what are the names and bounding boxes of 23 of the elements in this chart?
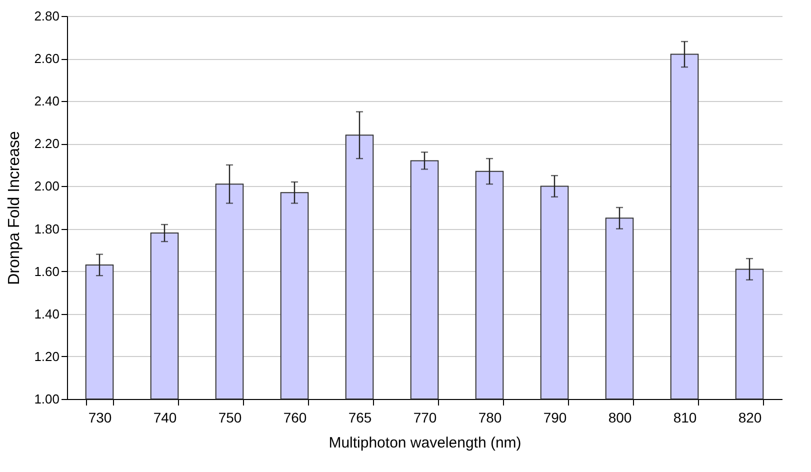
x-tick-label: 760 [283,410,307,426]
x-tick-label: 810 [673,410,697,426]
y-tick-label: 1.40 [34,306,60,322]
y-tick-label: 2.60 [34,51,60,66]
y-tick-label: 2.80 [34,8,60,24]
x-tick-label: 820 [738,410,762,426]
x-tick-label: 780 [478,410,502,426]
y-tick-label: 1.80 [34,221,60,236]
y-tick-label: 2.20 [34,136,60,152]
x-tick-label: 800 [608,410,632,426]
y-tick-label: 2.00 [34,178,60,194]
y-tick-label: 1.20 [34,348,60,364]
x-axis-title: Multiphoton wavelength (nm) [328,434,522,452]
y-tick-label: 1.00 [34,392,60,406]
x-tick-label: 730 [88,410,112,426]
x-tick-label: 750 [218,410,242,426]
y-axis-title: Dronpa Fold Increase [6,130,24,285]
x-tick-label: 770 [413,410,437,426]
x-tick-label: 740 [153,410,177,426]
y-tick-label: 1.60 [34,264,60,279]
y-tick-label: 2.40 [34,94,60,109]
x-tick-label: 765 [348,410,372,426]
x-tick-label: 790 [543,410,567,426]
